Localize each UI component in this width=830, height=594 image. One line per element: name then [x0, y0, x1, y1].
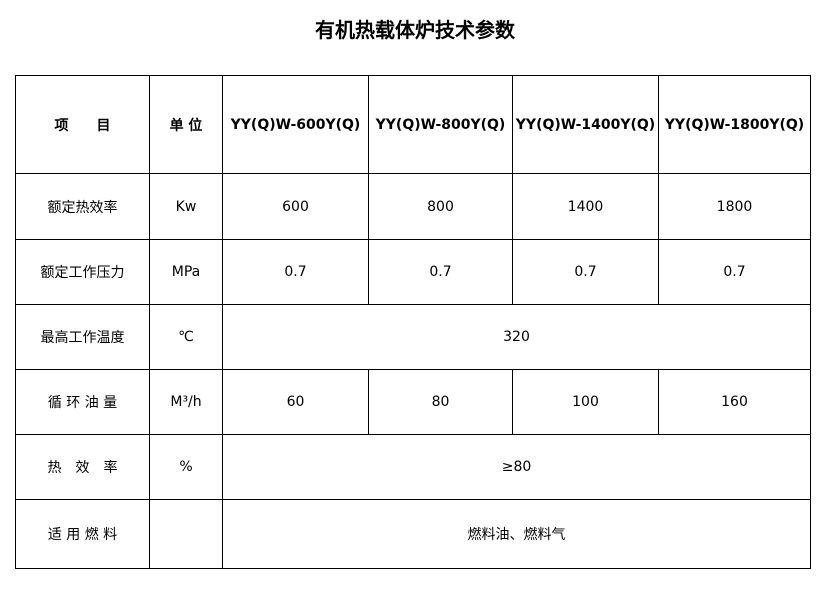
row-unit: ℃ — [149, 304, 223, 370]
row-label: 适 用 燃 料 — [15, 499, 150, 569]
row-label: 额定工作压力 — [15, 239, 150, 305]
cell-merged-value: ≥80 — [222, 434, 811, 500]
cell-value: 80 — [368, 369, 513, 435]
row-unit: % — [149, 434, 223, 500]
header-model-1800: YY(Q)W-1800Y(Q) — [658, 75, 811, 174]
cell-value: 60 — [222, 369, 369, 435]
cell-value: 600 — [222, 173, 369, 240]
row-label: 循 环 油 量 — [15, 369, 150, 435]
cell-value: 160 — [658, 369, 811, 435]
row-unit: MPa — [149, 239, 223, 305]
row-unit: Kw — [149, 173, 223, 240]
cell-value: 1400 — [512, 173, 659, 240]
header-model-1400: YY(Q)W-1400Y(Q) — [512, 75, 659, 174]
table-row: 额定工作压力 MPa 0.7 0.7 0.7 0.7 — [15, 239, 811, 305]
cell-merged-value: 燃料油、燃料气 — [222, 499, 811, 569]
cell-value: 0.7 — [512, 239, 659, 305]
table-row: 循 环 油 量 M³/h 60 80 100 160 — [15, 369, 811, 435]
header-model-800: YY(Q)W-800Y(Q) — [368, 75, 513, 174]
cell-value: 0.7 — [658, 239, 811, 305]
row-label: 热 效 率 — [15, 434, 150, 500]
row-label: 最高工作温度 — [15, 304, 150, 370]
table-row: 适 用 燃 料 燃料油、燃料气 — [15, 499, 811, 569]
table-row: 额定热效率 Kw 600 800 1400 1800 — [15, 173, 811, 240]
page-title: 有机热载体炉技术参数 — [315, 18, 515, 42]
header-item: 项 目 — [15, 75, 150, 174]
cell-value: 1800 — [658, 173, 811, 240]
cell-value: 0.7 — [222, 239, 369, 305]
header-row: 项 目 单 位 YY(Q)W-600Y(Q) YY(Q)W-800Y(Q) YY… — [15, 75, 811, 174]
cell-merged-value: 320 — [222, 304, 811, 370]
row-unit: M³/h — [149, 369, 223, 435]
cell-value: 100 — [512, 369, 659, 435]
header-model-600: YY(Q)W-600Y(Q) — [222, 75, 369, 174]
row-label: 额定热效率 — [15, 173, 150, 240]
cell-value: 0.7 — [368, 239, 513, 305]
table-row: 热 效 率 % ≥80 — [15, 434, 811, 500]
row-unit — [149, 499, 223, 569]
cell-value: 800 — [368, 173, 513, 240]
header-unit: 单 位 — [149, 75, 223, 174]
parameter-table: 项 目 单 位 YY(Q)W-600Y(Q) YY(Q)W-800Y(Q) YY… — [15, 75, 811, 569]
table-row: 最高工作温度 ℃ 320 — [15, 304, 811, 370]
